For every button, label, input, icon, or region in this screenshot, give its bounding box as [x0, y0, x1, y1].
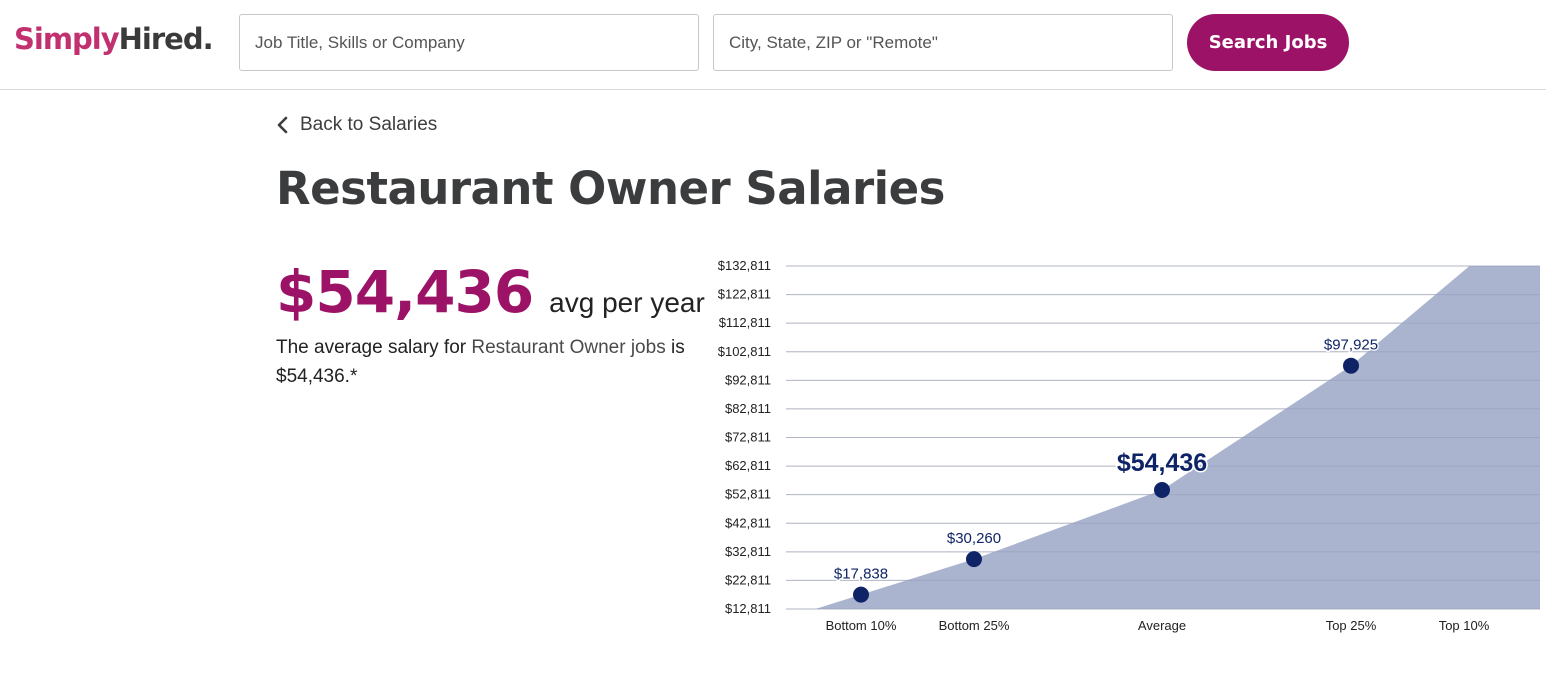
y-tick-label: $72,811 — [725, 430, 771, 445]
y-tick-label: $122,811 — [718, 287, 771, 302]
x-tick-label: Bottom 25% — [939, 618, 1010, 633]
desc-prefix: The average salary for — [276, 337, 472, 358]
y-tick-label: $52,811 — [725, 487, 771, 502]
site-header: SimplyHired. Search Jobs — [0, 0, 1546, 90]
salary-distribution-chart: $12,811 $22,811 $32,811 $42,811 $52,811 $62,8… — [718, 258, 1540, 633]
back-to-salaries-link[interactable]: Back to Salaries — [276, 114, 437, 136]
salary-description: The average salary for Restaurant Owner … — [276, 333, 696, 391]
y-tick-label: $92,811 — [725, 372, 771, 387]
y-tick-label: $82,811 — [725, 401, 771, 416]
x-tick-label: Top 10% — [1439, 618, 1490, 633]
chevron-left-icon — [277, 116, 288, 134]
average-salary-amount: $54,436 — [276, 258, 534, 326]
back-label: Back to Salaries — [300, 114, 438, 135]
data-label: $30,260 — [947, 530, 1001, 547]
data-label: $97,925 — [1324, 337, 1378, 354]
salary-area — [815, 266, 1540, 609]
job-title-field — [239, 14, 699, 71]
page-title: Restaurant Owner Salaries — [276, 162, 945, 215]
data-point — [966, 551, 982, 568]
search-jobs-button[interactable]: Search Jobs — [1187, 14, 1349, 71]
y-tick-label: $32,811 — [725, 544, 771, 559]
location-field — [713, 14, 1173, 71]
x-tick-label: Average — [1138, 618, 1186, 633]
y-tick-label: $62,811 — [725, 458, 771, 473]
y-tick-label: $102,811 — [718, 344, 771, 359]
y-tick-label: $12,811 — [725, 601, 771, 616]
desc-suffix: is $54,436.* — [276, 337, 685, 387]
average-salary-suffix: avg per year — [549, 287, 705, 318]
y-tick-label: $132,811 — [718, 258, 771, 273]
logo-simply: Simply — [14, 22, 120, 56]
y-tick-label: $112,811 — [719, 315, 771, 330]
y-tick-label: $22,811 — [725, 572, 771, 587]
simplyhired-logo[interactable]: SimplyHired. — [14, 22, 214, 56]
restaurant-owner-jobs-link[interactable]: Restaurant Owner jobs — [471, 337, 666, 358]
logo-hired: Hired. — [118, 22, 214, 56]
data-label-average: $54,436 — [1117, 449, 1207, 477]
data-point — [1154, 482, 1170, 499]
data-point — [1343, 357, 1359, 374]
location-input[interactable] — [714, 15, 1172, 70]
data-label: $17,838 — [834, 566, 888, 583]
y-tick-label: $42,811 — [725, 515, 771, 530]
average-salary-summary: $54,436 avg per year — [276, 258, 705, 326]
x-tick-label: Bottom 10% — [826, 618, 897, 633]
data-point — [853, 586, 869, 603]
job-title-input[interactable] — [240, 15, 698, 70]
x-tick-label: Top 25% — [1326, 618, 1377, 633]
